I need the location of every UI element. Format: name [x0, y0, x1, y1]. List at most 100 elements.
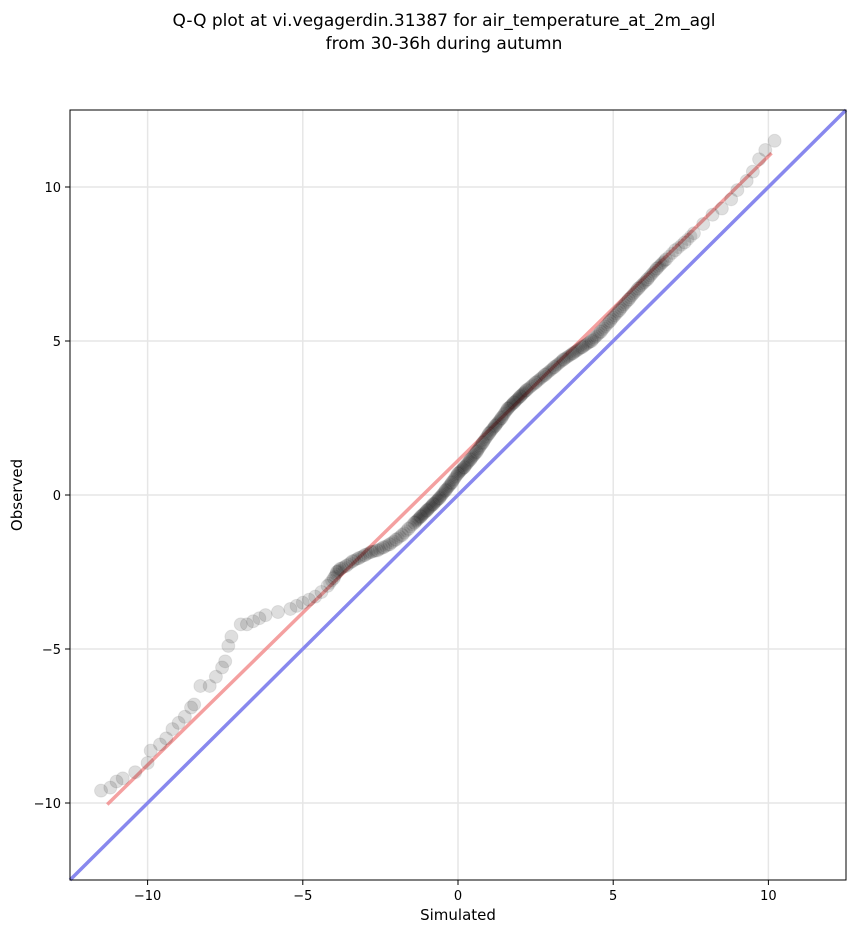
- identity-line: [68, 108, 848, 882]
- quantile-point: [606, 310, 620, 324]
- quantile-point: [388, 532, 403, 547]
- quantile-point: [758, 143, 773, 158]
- quantile-point: [767, 133, 782, 148]
- quantile-point: [648, 263, 662, 277]
- quantile-point: [364, 544, 379, 559]
- quantile-point: [589, 329, 603, 343]
- quantile-point: [208, 669, 223, 684]
- quantile-point: [115, 771, 130, 786]
- quantile-points: [94, 133, 782, 798]
- quantile-point: [488, 418, 503, 433]
- quantile-point: [341, 557, 355, 571]
- quantile-point: [600, 318, 614, 332]
- quantile-point: [621, 292, 636, 307]
- quantile-point: [580, 337, 594, 351]
- quantile-point: [591, 328, 605, 342]
- quantile-point: [499, 405, 513, 419]
- quantile-point: [475, 435, 490, 450]
- quantile-point: [159, 731, 174, 746]
- quantile-point: [409, 515, 423, 529]
- quantile-point: [423, 500, 437, 514]
- quantile-point: [103, 780, 118, 795]
- quantile-point: [588, 331, 602, 345]
- quantile-point: [602, 316, 616, 330]
- quantile-point: [326, 571, 341, 586]
- quantile-point: [302, 592, 317, 607]
- quantile-point: [468, 447, 482, 461]
- quantile-point: [491, 415, 505, 429]
- quantile-point: [329, 565, 344, 579]
- quantile-point: [647, 265, 661, 279]
- quantile-point: [612, 303, 627, 318]
- x-tick-label: 0: [454, 889, 462, 904]
- x-tick-label: 5: [609, 889, 617, 904]
- quantile-point: [505, 398, 519, 412]
- quantile-point: [171, 715, 186, 730]
- quantile-point: [461, 455, 475, 469]
- chart-title-line-2: from 30-36h during autumn: [326, 34, 563, 54]
- quantile-point: [684, 229, 698, 243]
- quantile-point: [492, 414, 506, 428]
- quantile-point: [283, 601, 298, 616]
- y-axis-label: Observed: [8, 459, 26, 531]
- quantile-point: [565, 346, 580, 361]
- quantile-point: [270, 605, 285, 620]
- quantile-point: [547, 360, 562, 375]
- y-tick-label: 5: [53, 335, 61, 350]
- quantile-point: [730, 183, 745, 198]
- quantile-point: [662, 249, 676, 263]
- quantile-point: [374, 541, 388, 555]
- quantile-point: [224, 629, 239, 644]
- quantile-point: [308, 589, 323, 604]
- quantile-point: [483, 425, 497, 439]
- quantile-point: [509, 394, 523, 408]
- quantile-point: [343, 556, 357, 570]
- quantile-point: [348, 553, 362, 567]
- quantile-point: [539, 367, 553, 381]
- quantile-point: [555, 354, 569, 368]
- quantile-point: [419, 503, 434, 518]
- quantile-point: [387, 534, 401, 548]
- quantile-point: [593, 324, 608, 339]
- quantile-point: [372, 542, 386, 556]
- quantile-point: [320, 578, 335, 593]
- quantile-point: [351, 551, 366, 566]
- quantile-point: [335, 561, 349, 575]
- quantile-point: [379, 539, 393, 553]
- quantile-point: [502, 401, 516, 415]
- quantile-point: [485, 423, 499, 437]
- quantile-point: [331, 564, 345, 578]
- quantile-point: [427, 496, 441, 510]
- y-tick-label: −10: [34, 797, 61, 812]
- quantile-point: [177, 709, 192, 724]
- quantile-point: [640, 272, 655, 287]
- quantile-point: [382, 537, 397, 552]
- quantile-point: [497, 408, 511, 422]
- quantile-point: [454, 463, 468, 477]
- quantile-point: [442, 480, 456, 494]
- quantile-point: [634, 279, 648, 293]
- quantile-point: [357, 548, 372, 563]
- quantile-point: [246, 614, 261, 629]
- quantile-point: [686, 226, 701, 241]
- quantile-point: [480, 429, 494, 443]
- quantile-point: [677, 235, 692, 250]
- quantile-point: [584, 334, 599, 348]
- quantile-point: [463, 452, 478, 467]
- quantile-point: [620, 294, 634, 308]
- quantile-point: [628, 285, 642, 299]
- quantile-point: [486, 421, 500, 435]
- quantile-point: [506, 395, 521, 410]
- quantile-point: [653, 259, 667, 273]
- quantile-point: [452, 465, 466, 479]
- quantile-point: [360, 547, 374, 561]
- quantile-point: [258, 608, 273, 623]
- quantile-point: [543, 364, 557, 378]
- quantile-point: [518, 384, 532, 398]
- y-tick-label: 10: [44, 181, 61, 196]
- quantile-point: [681, 232, 695, 246]
- quantile-point: [549, 359, 563, 373]
- quantile-point: [614, 301, 628, 315]
- y-axis: −10 −5 0 5 10: [34, 181, 70, 812]
